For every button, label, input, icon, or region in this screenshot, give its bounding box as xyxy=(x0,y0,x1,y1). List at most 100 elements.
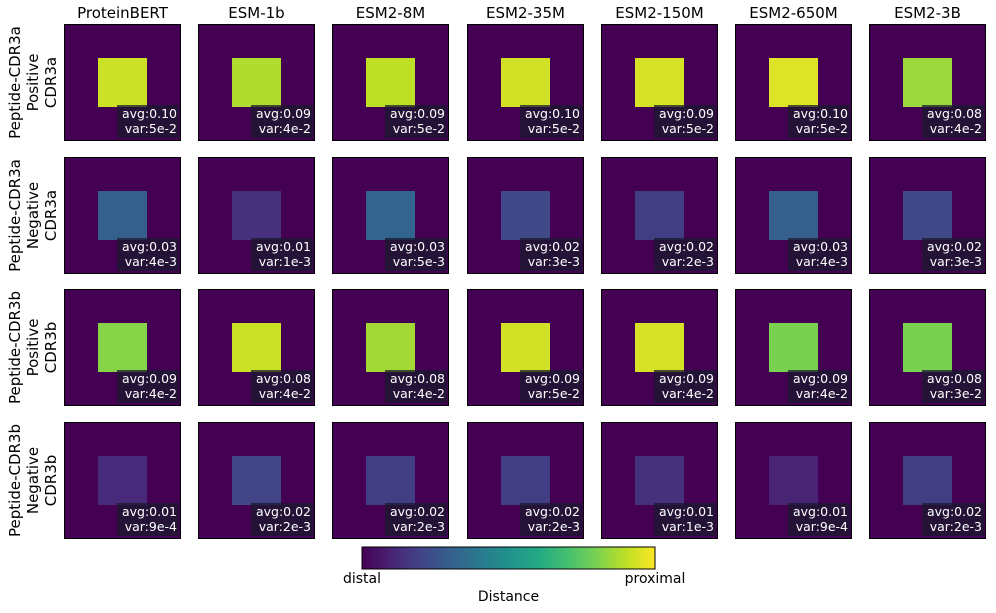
stat-box xyxy=(922,105,984,138)
panel-frame xyxy=(735,422,852,539)
hotspot-ring xyxy=(903,58,952,107)
panel-frame xyxy=(64,157,181,274)
hotspot-ring xyxy=(232,456,281,505)
stat-box xyxy=(654,370,716,403)
hotspot-ring xyxy=(232,58,281,107)
hotspot-ring xyxy=(501,58,550,107)
var-label: var:4e-2 xyxy=(662,386,714,401)
avg-label: avg:0.09 xyxy=(390,106,445,121)
var-label: var:4e-2 xyxy=(796,386,848,401)
stat-box xyxy=(922,238,984,271)
var-label: var:1e-3 xyxy=(259,254,311,269)
hotspot-ring xyxy=(769,456,818,505)
avg-label: avg:0.10 xyxy=(122,106,177,121)
hotspot-ring xyxy=(769,58,818,107)
avg-label: avg:0.02 xyxy=(525,504,580,519)
panel-frame xyxy=(467,24,584,141)
panel-frame xyxy=(467,289,584,406)
stat-box xyxy=(117,238,179,271)
hotspot-ring xyxy=(98,191,147,240)
stat-box xyxy=(385,238,447,271)
stat-box xyxy=(788,370,850,403)
column-titles: ProteinBERT ESM-1b ESM2-8M ESM2-35M ESM2-150… xyxy=(77,4,961,22)
colorbar: distal proximal Distance xyxy=(343,546,686,605)
avg-label: avg:0.03 xyxy=(390,239,445,254)
column-title: ESM2-650M xyxy=(749,4,837,22)
stat-box xyxy=(251,105,313,138)
var-label: var:2e-3 xyxy=(930,519,982,534)
stat-box xyxy=(117,370,179,403)
var-label: var:9e-4 xyxy=(125,519,177,534)
avg-label: avg:0.01 xyxy=(122,504,177,519)
avg-label: avg:0.08 xyxy=(927,371,982,386)
var-label: var:4e-2 xyxy=(393,386,445,401)
panel-frame xyxy=(64,422,181,539)
hotspot-ring xyxy=(635,191,684,240)
panel-frame xyxy=(467,422,584,539)
var-label: var:3e-3 xyxy=(930,254,982,269)
stat-box xyxy=(788,238,850,271)
avg-label: avg:0.09 xyxy=(525,371,580,386)
panel-frame xyxy=(601,24,718,141)
avg-label: avg:0.02 xyxy=(927,239,982,254)
colorbar-gradient xyxy=(361,546,656,570)
row-title: Peptide-CDR3b Negative CDR3b xyxy=(6,424,60,537)
panel-frame xyxy=(869,289,986,406)
panel-frame xyxy=(198,157,315,274)
stat-box xyxy=(251,503,313,536)
avg-label: avg:0.01 xyxy=(659,504,714,519)
colorbar-max-label: proximal xyxy=(625,571,686,587)
hotspot-ring xyxy=(98,456,147,505)
avg-label: avg:0.02 xyxy=(927,504,982,519)
panel-frame xyxy=(332,157,449,274)
column-title: ESM2-3B xyxy=(894,4,961,22)
avg-label: avg:0.10 xyxy=(793,106,848,121)
stat-box xyxy=(251,238,313,271)
avg-label: avg:0.02 xyxy=(525,239,580,254)
stat-box xyxy=(788,105,850,138)
panel-frame xyxy=(198,289,315,406)
var-label: var:5e-3 xyxy=(393,254,445,269)
avg-label: avg:0.08 xyxy=(927,106,982,121)
avg-label: avg:0.09 xyxy=(793,371,848,386)
hotspot-ring xyxy=(232,323,281,372)
var-label: var:5e-2 xyxy=(662,121,714,136)
var-label: var:5e-2 xyxy=(393,121,445,136)
var-label: var:9e-4 xyxy=(796,519,848,534)
var-label: var:3e-3 xyxy=(528,254,580,269)
hotspot-ring xyxy=(769,323,818,372)
stat-box xyxy=(251,370,313,403)
var-label: var:4e-2 xyxy=(259,121,311,136)
var-label: var:2e-3 xyxy=(662,254,714,269)
hotspot-ring xyxy=(635,456,684,505)
stat-box xyxy=(520,105,582,138)
colorbar-min-label: distal xyxy=(343,571,381,587)
panel-frame xyxy=(332,289,449,406)
var-label: var:2e-3 xyxy=(259,519,311,534)
stat-box xyxy=(385,370,447,403)
var-label: var:1e-3 xyxy=(662,519,714,534)
hotspot-ring xyxy=(769,191,818,240)
stat-box xyxy=(385,503,447,536)
hotspot-ring xyxy=(501,323,550,372)
panel-frame xyxy=(735,289,852,406)
var-label: var:5e-2 xyxy=(528,121,580,136)
panel-frame xyxy=(869,422,986,539)
stat-box xyxy=(520,503,582,536)
row-title-line: CDR3b xyxy=(42,322,60,374)
hotspot-ring xyxy=(903,191,952,240)
